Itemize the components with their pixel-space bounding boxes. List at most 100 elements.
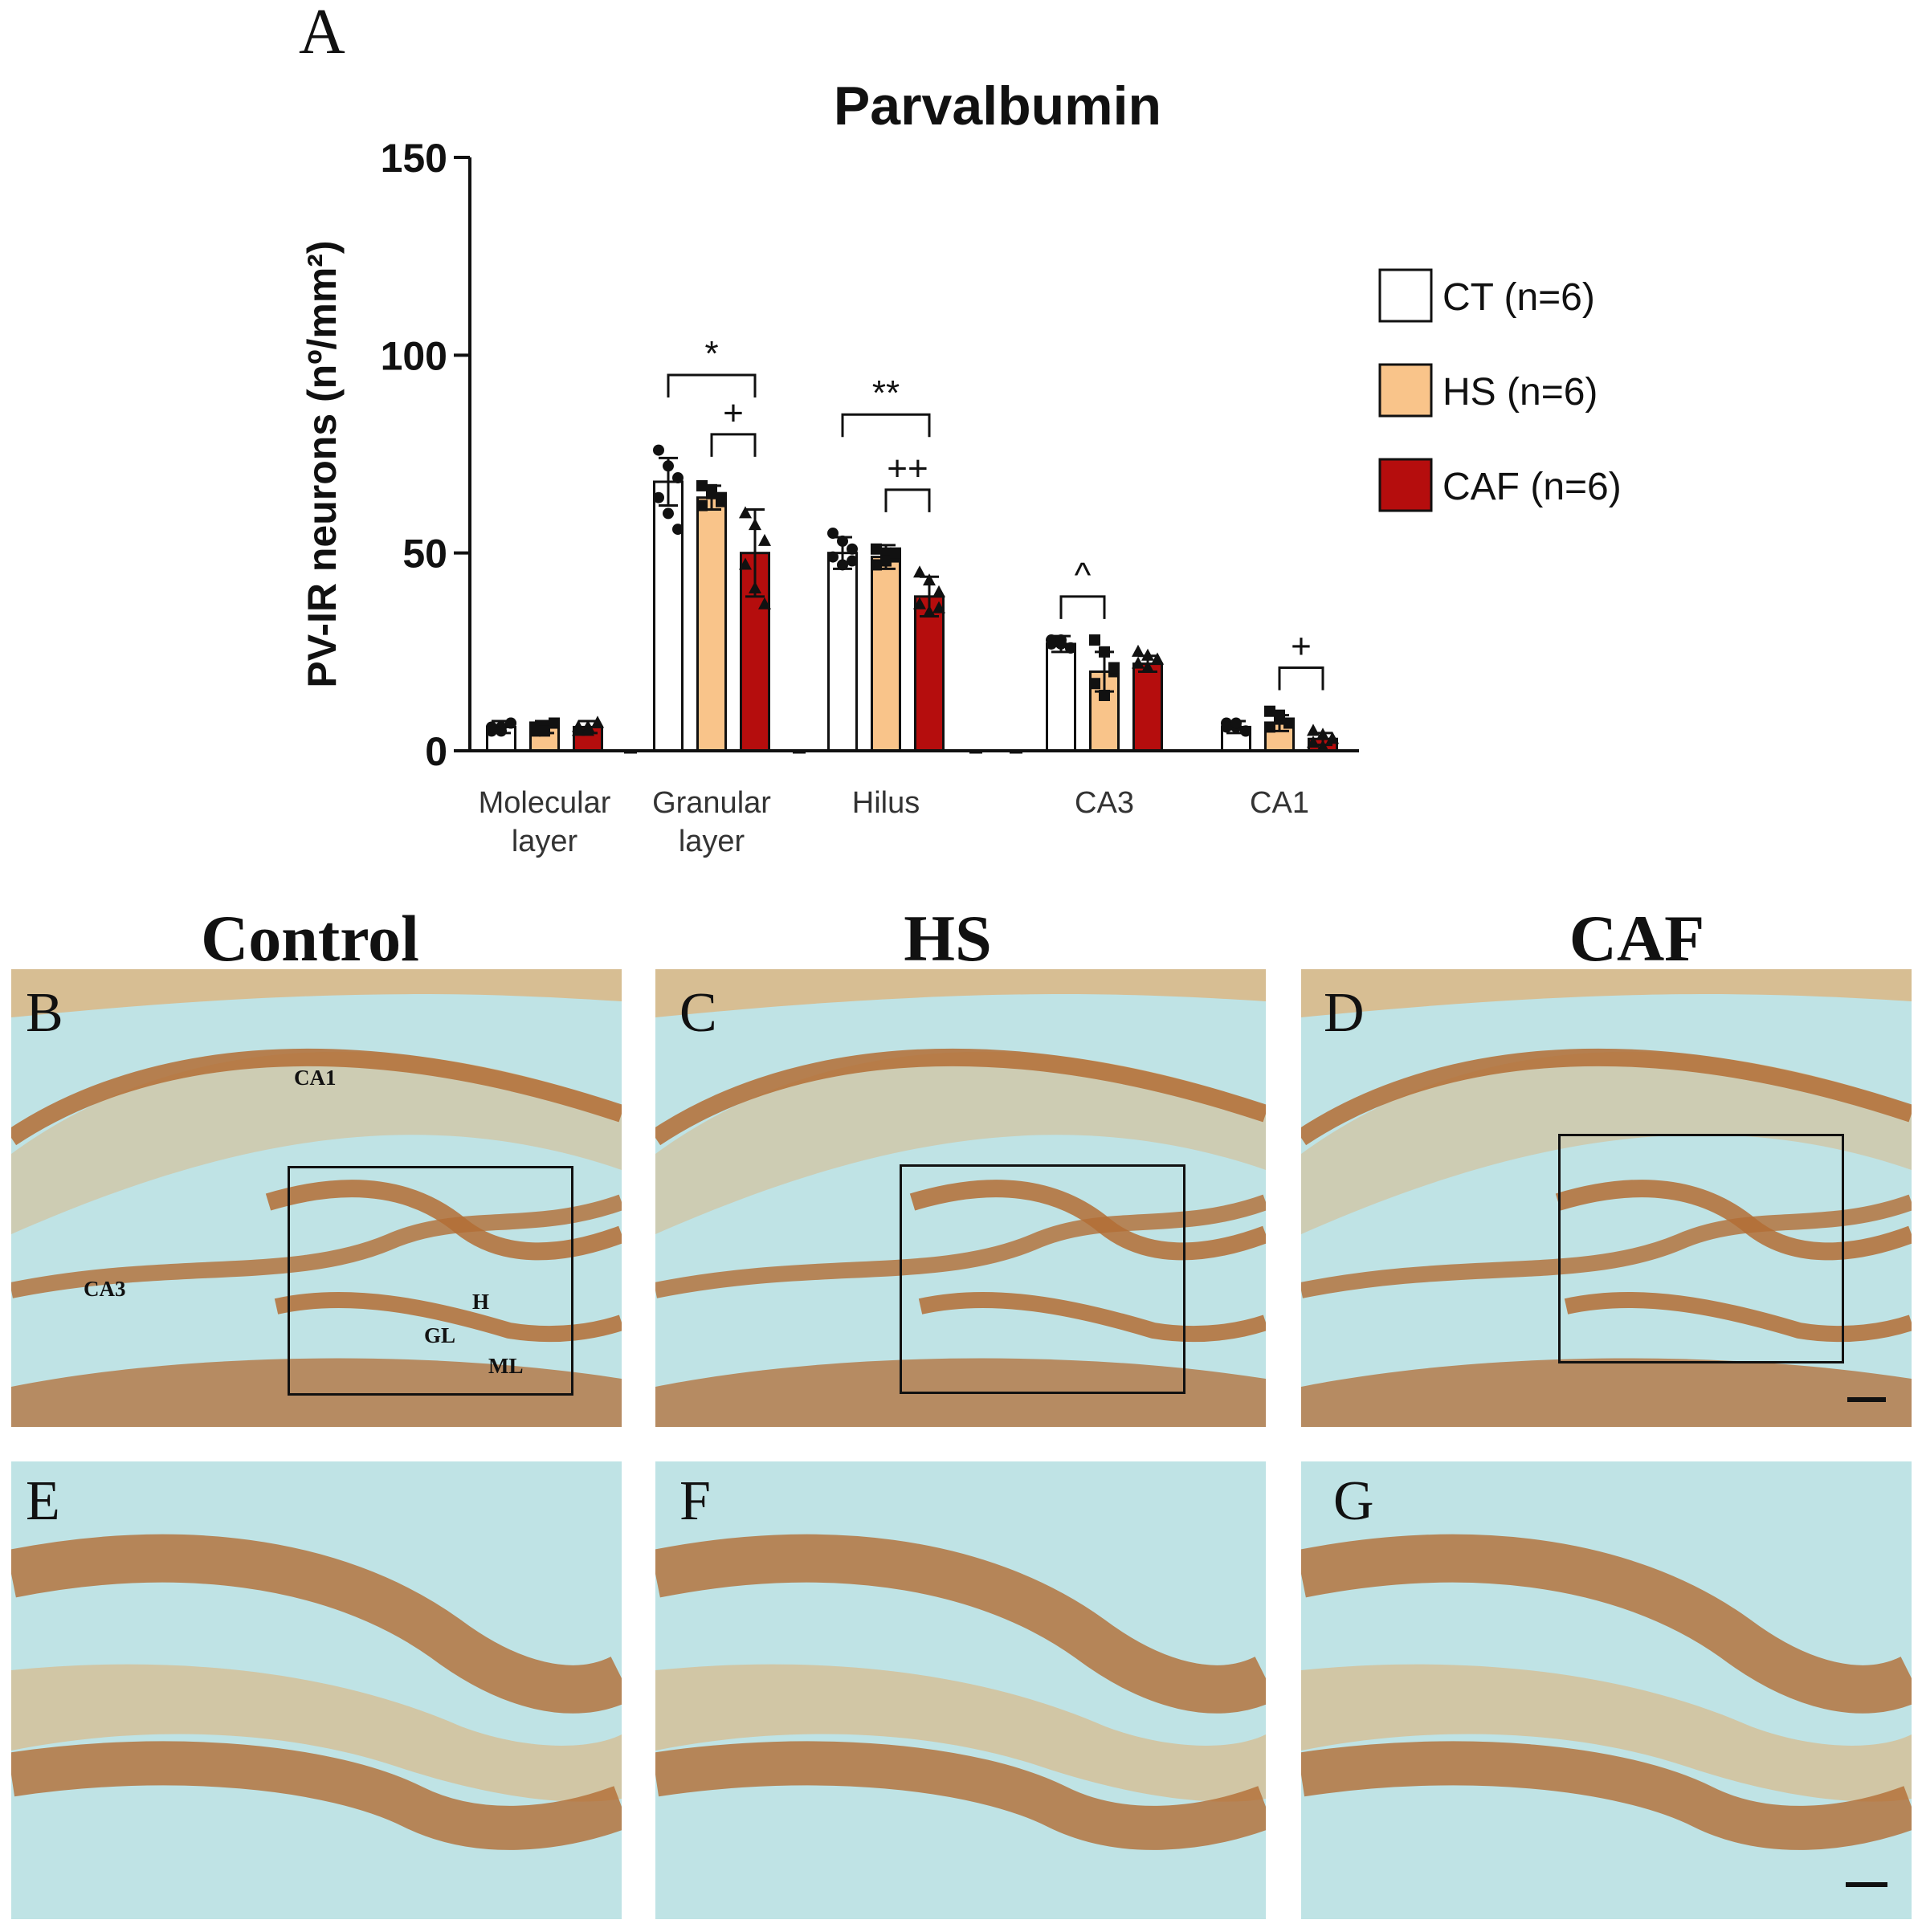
thalamus-stain <box>11 1358 622 1427</box>
data-point <box>837 559 848 571</box>
ca3-layer <box>1301 1194 1912 1298</box>
data-point <box>1046 638 1057 650</box>
data-point <box>913 565 926 578</box>
stratum-radiatum <box>655 1051 1266 1234</box>
data-point <box>1099 690 1110 702</box>
panel-b-letter: B <box>26 982 63 1044</box>
data-point <box>758 597 771 609</box>
significance-bracket <box>884 488 931 512</box>
granular-layer-lower <box>1301 1741 1912 1850</box>
data-point <box>591 715 604 728</box>
scale-bar-d <box>1847 1397 1886 1402</box>
data-point <box>1099 646 1110 658</box>
data-point <box>696 499 708 512</box>
panel-f-letter: F <box>679 1470 711 1532</box>
hilus-region <box>655 1664 1266 1802</box>
significance-label: * <box>704 334 718 373</box>
data-point <box>505 717 516 729</box>
data-point <box>1132 656 1145 669</box>
data-point <box>749 581 761 594</box>
granular-layer-lower <box>274 1291 622 1343</box>
tissue-illustration <box>1301 1461 1912 1919</box>
significance-label: ++ <box>887 449 928 488</box>
scale-bar-g <box>1846 1882 1887 1887</box>
data-point <box>672 524 684 536</box>
y-tick-label: 0 <box>425 729 447 774</box>
legend-label: CAF (n=6) <box>1443 466 1622 508</box>
tissue-illustration <box>11 1461 622 1919</box>
data-point <box>1316 740 1329 752</box>
tissue-illustration <box>655 969 1266 1427</box>
data-point <box>847 543 858 555</box>
data-point <box>758 533 771 546</box>
data-point <box>1055 634 1067 646</box>
data-point <box>1065 642 1076 654</box>
cortex-stain <box>1301 969 1912 1017</box>
tissue-illustration <box>1301 969 1912 1427</box>
data-point <box>1089 678 1100 690</box>
x-tick-label: CA1 <box>1250 786 1309 820</box>
data-point <box>837 535 848 547</box>
data-point <box>1307 723 1320 736</box>
data-point <box>871 543 882 555</box>
legend-label: HS (n=6) <box>1443 371 1598 414</box>
micrograph-f <box>655 1461 1266 1919</box>
inset-box-b <box>288 1166 573 1396</box>
micrograph-g <box>1301 1461 1912 1919</box>
data-point <box>1240 725 1251 737</box>
granular-layer-lower <box>918 1291 1266 1343</box>
legend-swatch <box>1378 268 1433 323</box>
data-point <box>1221 721 1232 733</box>
data-point <box>1283 717 1295 729</box>
thalamus-stain <box>1301 1358 1912 1427</box>
micrograph-d <box>1301 969 1912 1427</box>
data-point <box>581 723 594 736</box>
x-tick-label: Molecular <box>479 786 611 820</box>
stratum-radiatum <box>1301 1051 1912 1234</box>
group-title-control: Control <box>201 902 419 975</box>
cortex-stain <box>655 969 1266 1017</box>
y-tick-label: 100 <box>381 333 447 378</box>
x-tick-label: Granular <box>652 786 771 820</box>
bar <box>1046 642 1076 752</box>
data-point <box>1274 709 1285 721</box>
hilus-region <box>11 1664 622 1802</box>
y-axis-label: PV-IR neurons (nº/mm²) <box>300 240 345 687</box>
legend-swatch <box>1378 458 1433 512</box>
y-tick-label: 150 <box>381 136 447 181</box>
inset-box-c <box>900 1164 1185 1394</box>
data-point <box>1230 717 1242 729</box>
bar <box>1132 662 1163 752</box>
x-tick-label: layer <box>679 825 745 858</box>
data-point <box>1307 736 1320 748</box>
data-point <box>1264 721 1275 733</box>
chart-title: Parvalbumin <box>834 75 1161 137</box>
region-label-ml: ML <box>488 1354 524 1378</box>
region-label-h: H <box>472 1290 490 1314</box>
data-point <box>1108 662 1120 674</box>
granular-layer-lower <box>1564 1291 1912 1343</box>
micrograph-e <box>11 1461 622 1919</box>
ca3-layer <box>655 1194 1266 1298</box>
data-point <box>1141 648 1154 661</box>
data-point <box>496 725 507 737</box>
ca-pyramidal-layer <box>11 1048 622 1146</box>
bar <box>871 556 901 752</box>
data-point <box>923 605 936 618</box>
x-tick-label: CA3 <box>1075 786 1134 820</box>
micrograph-b <box>11 969 622 1427</box>
data-point <box>696 479 708 491</box>
data-point <box>663 460 674 472</box>
significance-bracket <box>710 433 757 457</box>
data-point <box>871 559 882 571</box>
data-point <box>890 547 901 559</box>
ca-pyramidal-layer <box>655 1048 1266 1146</box>
data-point <box>539 725 550 737</box>
legend-label: CT (n=6) <box>1443 276 1595 319</box>
granular-layer-upper <box>1555 1180 1912 1261</box>
data-point <box>529 721 541 733</box>
significance-bracket <box>667 373 757 397</box>
bar <box>914 595 945 752</box>
x-tick-label: Hilus <box>852 786 920 820</box>
significance-label: ** <box>872 373 900 413</box>
